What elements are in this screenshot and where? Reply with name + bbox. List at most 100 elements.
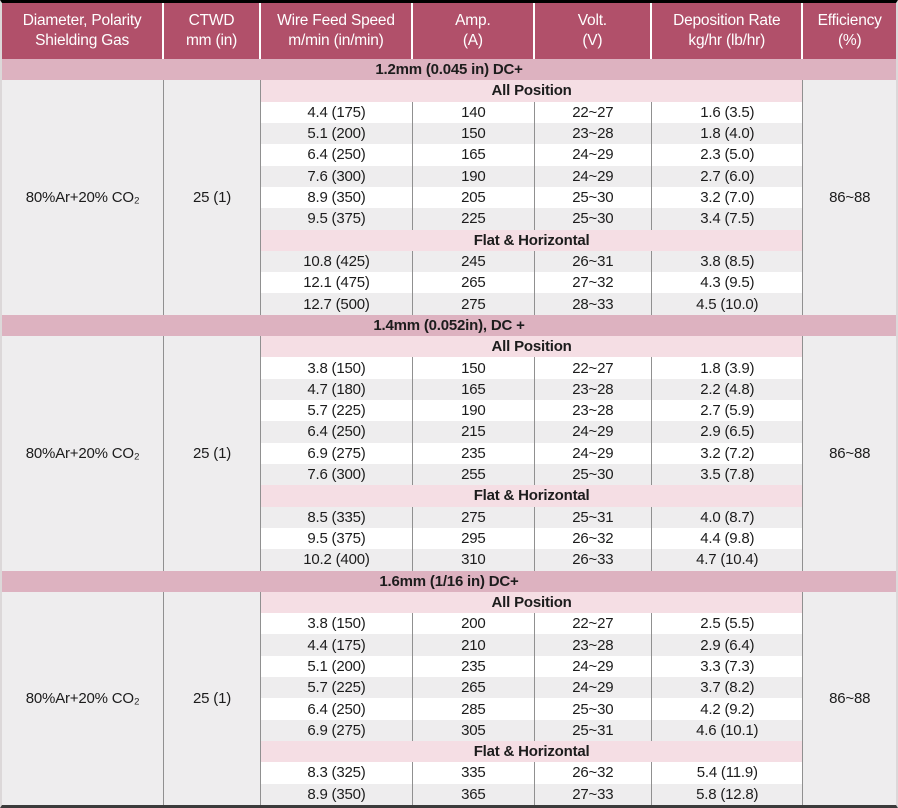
deposition-rate-cell: 2.7 (6.0) <box>652 165 804 187</box>
header-cell-wire-feed-speed: Wire Feed Speed m/min (in/min) <box>260 3 414 59</box>
header-line: (A) <box>462 32 483 49</box>
section-band-row: 1.4mm (0.052in), DC + <box>2 314 896 337</box>
deposition-rate-cell: 5.8 (12.8) <box>652 783 804 805</box>
deposition-rate-cell: 3.2 (7.2) <box>652 442 804 464</box>
amperage-cell: 310 <box>413 549 535 571</box>
data-row: 9.5 (375) 295 26~32 4.4 (9.8) <box>2 527 896 550</box>
wire-feed-speed-cell: 4.4 (175) <box>260 634 414 656</box>
deposition-rate-cell: 4.0 (8.7) <box>652 506 804 528</box>
wire-feed-speed-cell: 5.7 (225) <box>260 400 414 422</box>
wire-feed-speed-cell: 3.8 (150) <box>260 613 414 635</box>
data-row: 7.6 (300) 255 25~30 3.5 (7.8) <box>2 463 896 486</box>
wire-feed-speed-cell: 8.9 (350) <box>260 186 414 209</box>
data-row: 6.9 (275) 235 24~29 3.2 (7.2) <box>2 442 896 464</box>
header-line: Wire Feed Speed <box>277 11 395 29</box>
position-band: All Position <box>260 80 804 102</box>
header-line: kg/hr (lb/hr) <box>688 32 766 49</box>
voltage-cell: 25~31 <box>534 719 653 741</box>
header-cell-deposition-rate: Deposition Rate kg/hr (lb/hr) <box>652 3 804 59</box>
deposition-rate-cell: 1.6 (3.5) <box>652 101 804 123</box>
wire-feed-speed-cell: 6.4 (250) <box>260 421 414 443</box>
voltage-cell: 23~28 <box>534 122 653 145</box>
data-row: 7.6 (300) 190 24~29 2.7 (6.0) <box>2 165 896 187</box>
header-row: Diameter, Polarity Shielding Gas CTWD mm… <box>2 3 896 59</box>
ctwd-cell: 25 (1) <box>164 80 261 315</box>
header-line: mm (in) <box>185 32 238 49</box>
wire-feed-speed-cell: 8.5 (335) <box>260 506 414 528</box>
data-row: 6.4 (250) 215 24~29 2.9 (6.5) <box>2 421 896 443</box>
efficiency-cell: 86~88 <box>803 80 896 315</box>
data-row: 8.3 (325) 335 26~32 5.4 (11.9) <box>2 762 896 784</box>
voltage-cell: 24~29 <box>534 655 653 678</box>
voltage-cell: 25~30 <box>534 463 653 486</box>
amperage-cell: 140 <box>413 101 535 123</box>
position-band-row: 80%Ar+20% CO₂ 25 (1) All Position 86~88 <box>2 591 896 805</box>
data-row: 8.9 (350) 365 27~33 5.8 (12.8) <box>2 783 896 805</box>
amperage-cell: 150 <box>413 357 535 379</box>
spec-table: Diameter, Polarity Shielding Gas CTWD mm… <box>2 3 896 805</box>
header-line: Shielding Gas <box>35 32 130 49</box>
header-cell-voltage: Volt. (V) <box>534 3 653 59</box>
amperage-cell: 245 <box>413 250 535 273</box>
voltage-cell: 28~33 <box>534 293 653 315</box>
data-row: 5.1 (200) 150 23~28 1.8 (4.0) <box>2 122 896 145</box>
deposition-rate-cell: 3.2 (7.0) <box>652 186 804 209</box>
deposition-rate-cell: 3.8 (8.5) <box>652 250 804 273</box>
wire-feed-speed-cell: 10.2 (400) <box>260 549 414 571</box>
amperage-cell: 275 <box>413 506 535 528</box>
header-cell-amperage: Amp. (A) <box>413 3 535 59</box>
data-row: 10.2 (400) 310 26~33 4.7 (10.4) <box>2 549 896 571</box>
amperage-cell: 150 <box>413 122 535 145</box>
position-band-row: Flat & Horizontal <box>2 485 896 507</box>
deposition-rate-cell: 1.8 (4.0) <box>652 122 804 145</box>
data-row: 10.8 (425) 245 26~31 3.8 (8.5) <box>2 250 896 273</box>
amperage-cell: 225 <box>413 208 535 230</box>
voltage-cell: 23~28 <box>534 634 653 656</box>
deposition-rate-cell: 4.7 (10.4) <box>652 549 804 571</box>
deposition-rate-cell: 3.4 (7.5) <box>652 208 804 230</box>
data-row: 6.9 (275) 305 25~31 4.6 (10.1) <box>2 719 896 741</box>
amperage-cell: 165 <box>413 144 535 166</box>
section-band-row: 1.2mm (0.045 in) DC+ <box>2 59 896 81</box>
wire-feed-speed-cell: 3.8 (150) <box>260 357 414 379</box>
voltage-cell: 26~33 <box>534 549 653 571</box>
wire-feed-speed-cell: 10.8 (425) <box>260 250 414 273</box>
deposition-rate-cell: 4.5 (10.0) <box>652 293 804 315</box>
amperage-cell: 190 <box>413 400 535 422</box>
wire-feed-speed-cell: 6.9 (275) <box>260 719 414 741</box>
amperage-cell: 215 <box>413 421 535 443</box>
deposition-rate-cell: 3.7 (8.2) <box>652 677 804 699</box>
wire-feed-speed-cell: 12.7 (500) <box>260 293 414 315</box>
wire-feed-speed-cell: 5.1 (200) <box>260 655 414 678</box>
amperage-cell: 265 <box>413 677 535 699</box>
voltage-cell: 27~32 <box>534 272 653 294</box>
position-band: Flat & Horizontal <box>260 229 804 251</box>
header-line: Volt. <box>577 11 607 29</box>
wire-feed-speed-cell: 4.7 (180) <box>260 378 414 400</box>
voltage-cell: 25~31 <box>534 506 653 528</box>
amperage-cell: 365 <box>413 783 535 805</box>
wire-feed-speed-cell: 7.6 (300) <box>260 165 414 187</box>
wire-feed-speed-cell: 6.9 (275) <box>260 442 414 464</box>
data-row: 8.9 (350) 205 25~30 3.2 (7.0) <box>2 186 896 209</box>
position-band-row: Flat & Horizontal <box>2 229 896 251</box>
deposition-rate-cell: 2.5 (5.5) <box>652 613 804 635</box>
deposition-rate-cell: 4.2 (9.2) <box>652 698 804 720</box>
data-row: 12.7 (500) 275 28~33 4.5 (10.0) <box>2 293 896 315</box>
amperage-cell: 305 <box>413 719 535 741</box>
efficiency-cell: 86~88 <box>803 591 896 805</box>
data-row: 4.7 (180) 165 23~28 2.2 (4.8) <box>2 378 896 400</box>
wire-feed-speed-cell: 6.4 (250) <box>260 144 414 166</box>
section-band-row: 1.6mm (1/16 in) DC+ <box>2 570 896 592</box>
deposition-rate-cell: 2.3 (5.0) <box>652 144 804 166</box>
voltage-cell: 22~27 <box>534 613 653 635</box>
section-band: 1.2mm (0.045 in) DC+ <box>2 59 896 81</box>
amperage-cell: 265 <box>413 272 535 294</box>
voltage-cell: 24~29 <box>534 421 653 443</box>
efficiency-cell: 86~88 <box>803 336 896 571</box>
deposition-rate-cell: 5.4 (11.9) <box>652 762 804 784</box>
amperage-cell: 295 <box>413 527 535 550</box>
position-band-row: 80%Ar+20% CO₂ 25 (1) All Position 86~88 <box>2 336 896 571</box>
header-cell-ctwd: CTWD mm (in) <box>164 3 261 59</box>
